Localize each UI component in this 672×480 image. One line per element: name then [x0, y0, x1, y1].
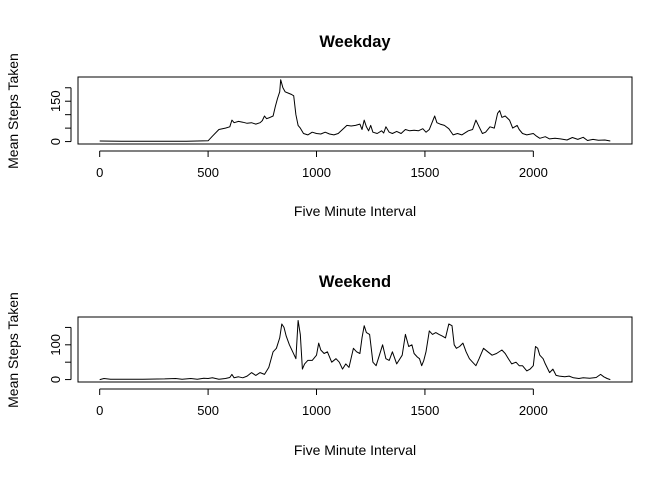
x-tick-label: 2000	[519, 165, 548, 180]
panel-weekend: Weekend 0 500 1000 1500 2000 0 100 Five Minut…	[5, 273, 633, 458]
panel-weekday: Weekday 0 500 1000 1500 2000 0 150 Five Minut…	[5, 33, 633, 219]
y-tick-label: 0	[48, 376, 63, 383]
x-tick-label: 0	[96, 165, 103, 180]
plot-frame-weekend	[77, 316, 633, 383]
y-axis-weekday: 0 150	[48, 87, 72, 145]
panel-title-weekday: Weekday	[319, 33, 391, 51]
x-tick-label: 500	[197, 165, 219, 180]
x-axis-weekend: 0 500 1000 1500 2000	[96, 388, 548, 418]
x-tick-label: 0	[96, 403, 103, 418]
x-axis-label-weekday: Five Minute Interval	[294, 203, 416, 219]
x-tick-label: 1000	[302, 403, 331, 418]
series-line-weekend	[99, 320, 611, 381]
x-tick-label: 1500	[410, 403, 439, 418]
y-tick-label: 100	[48, 334, 63, 356]
y-axis-label-weekend: Mean Steps Taken	[5, 292, 21, 408]
x-tick-label: 1500	[410, 165, 439, 180]
plot-frame-weekday	[77, 76, 633, 145]
x-tick-label: 2000	[519, 403, 548, 418]
y-axis-weekend: 0 100	[48, 326, 72, 383]
series-line-weekday	[99, 79, 611, 142]
x-axis-weekday: 0 500 1000 1500 2000	[96, 150, 548, 180]
y-tick-label: 0	[48, 138, 63, 145]
x-tick-label: 1000	[302, 165, 331, 180]
x-axis-label-weekend: Five Minute Interval	[294, 442, 416, 458]
panel-title-weekend: Weekend	[319, 273, 391, 291]
x-tick-label: 500	[197, 403, 219, 418]
y-axis-label-weekday: Mean Steps Taken	[5, 53, 21, 169]
y-tick-label: 150	[48, 90, 63, 112]
